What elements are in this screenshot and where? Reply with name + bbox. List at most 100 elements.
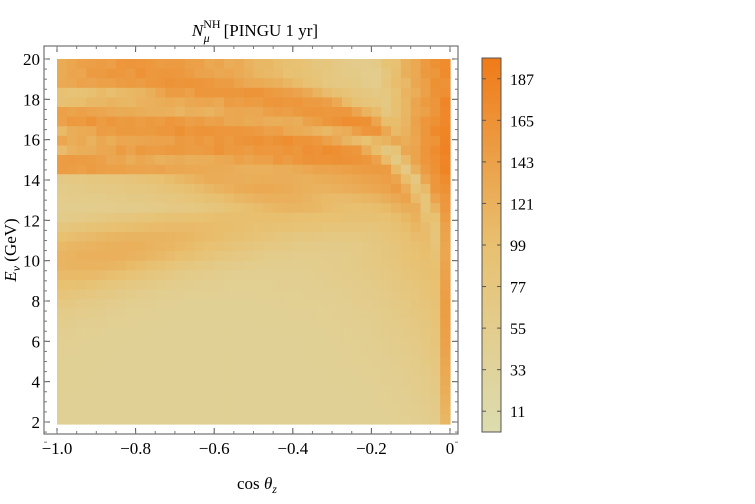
heatmap-cell [125,155,137,166]
heatmap-cell [66,356,78,367]
heatmap-cell [214,164,225,175]
heatmap-cell [57,97,68,108]
y-tick-label: 16 [23,131,40,150]
heatmap-cell [381,289,392,300]
heatmap-cell [76,231,88,243]
heatmap-cell [351,260,363,271]
heatmap-cell [371,260,382,271]
heatmap-cell [292,260,304,271]
heatmap-cell [410,231,422,243]
heatmap-cell [243,260,255,271]
heatmap-cell [76,145,88,156]
heatmap-cell [233,318,245,329]
heatmap-cell [332,270,343,281]
colorbar-tick-label: 77 [510,280,526,297]
heatmap-cell [332,308,343,319]
heatmap-cell [341,356,353,367]
heatmap-cell [214,59,225,70]
heatmap-cell [371,347,382,358]
heatmap-cell [292,251,304,262]
heatmap-cell [165,107,176,118]
heatmap-cell [361,385,372,396]
heatmap-cell [194,126,205,137]
heatmap-cell [145,404,156,415]
heatmap-cell [184,183,196,195]
heatmap-cell [194,375,205,387]
heatmap-cell [400,212,412,223]
heatmap-cell [332,375,343,387]
heatmap-cell [184,193,196,204]
heatmap-cell [115,385,127,396]
heatmap-cell [243,375,255,387]
heatmap-cell [165,222,176,233]
heatmap-cell [420,337,431,348]
heatmap-cell [66,68,78,79]
heatmap-cell [282,231,294,243]
heatmap-cell [145,222,156,233]
heatmap-cell [76,251,88,262]
heatmap-cell [184,327,196,339]
heatmap-cell [381,135,392,147]
heatmap-cell [410,174,422,185]
heatmap-cell [371,375,382,387]
heatmap-cell [57,375,68,387]
heatmap-cell [371,87,382,99]
heatmap-cell [253,251,264,262]
heatmap-cell [282,337,294,348]
heatmap-cell [381,183,392,195]
heatmap-cell [86,356,97,367]
heatmap-cell [302,251,314,262]
heatmap-cell [361,270,372,281]
heatmap-cell [165,183,176,195]
heatmap-cell [86,251,97,262]
heatmap-cell [145,78,156,89]
heatmap-cell [184,107,196,118]
heatmap-cell [86,347,97,358]
heatmap-cell [86,107,97,118]
heatmap-cell [86,126,97,137]
heatmap-cell [253,318,264,329]
heatmap-cell [214,279,225,291]
heatmap-cell [224,193,235,204]
heatmap-cell [214,260,225,271]
heatmap-cell [125,404,137,415]
heatmap-cell [96,241,107,252]
heatmap-cell [224,212,235,223]
heatmap-cell [253,193,264,204]
heatmap-cell [302,356,314,367]
heatmap-cell [263,318,274,329]
heatmap-cell [57,366,68,377]
heatmap-cell [253,59,264,70]
heatmap-cell [184,347,196,358]
heatmap-cell [361,356,372,367]
heatmap-cell [115,279,127,291]
heatmap-cell [184,279,196,291]
heatmap-cell [263,155,274,166]
heatmap-cell [302,337,314,348]
heatmap-cell [57,318,68,329]
heatmap-cell [224,279,235,291]
heatmap-cell [371,212,382,223]
heatmap-cell [312,347,323,358]
heatmap-cell [125,251,137,262]
heatmap-cell [273,68,284,79]
heatmap-cell [115,135,127,147]
heatmap-cell [263,97,274,108]
heatmap-cell [76,203,88,214]
heatmap-cell [86,231,97,243]
heatmap-cell [351,164,363,175]
heatmap-cell [106,155,117,166]
heatmap-cell [66,327,78,339]
heatmap-cell [135,395,147,406]
heatmap-cell [391,270,402,281]
heatmap-cell [430,366,441,377]
heatmap-cell [204,78,215,89]
heatmap-cell [312,327,323,339]
heatmap-cell [66,135,78,147]
heatmap-cell [282,241,294,252]
heatmap-cell [125,231,137,243]
heatmap-cell [184,366,196,377]
heatmap-cell [322,145,333,156]
heatmap-cell [273,193,284,204]
heatmap-cell [135,327,147,339]
